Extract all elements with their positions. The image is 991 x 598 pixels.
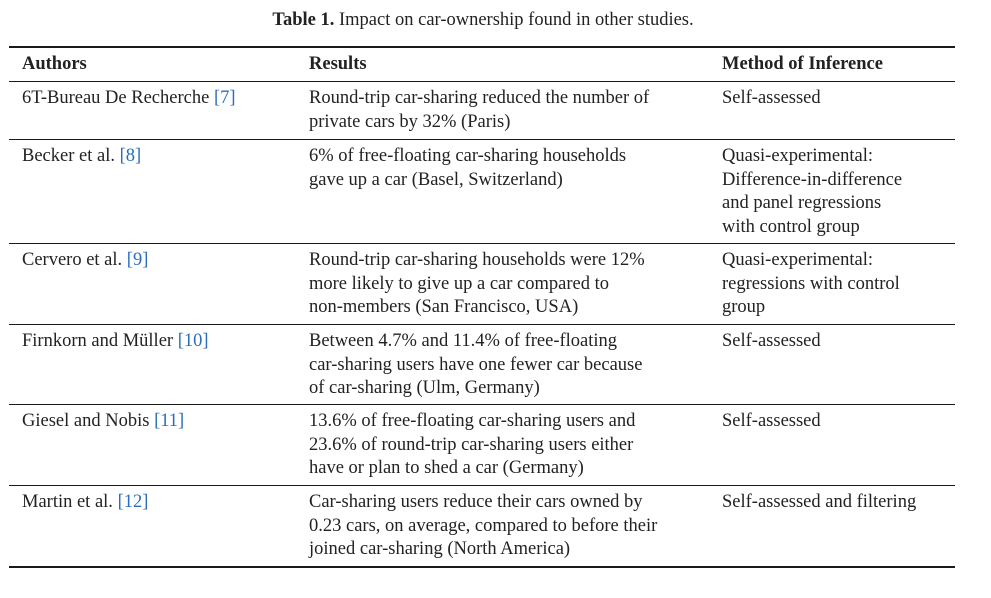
table-row-method-line: Self-assessed [722, 88, 821, 108]
citation-link[interactable]: [9] [126, 250, 149, 270]
column-header-results: Results [309, 54, 367, 74]
table-row-result-line: 23.6% of round-trip car-sharing users ei… [309, 434, 634, 455]
citation-link[interactable]: [7] [213, 88, 236, 108]
table-row-method-line: with control group [722, 216, 860, 237]
row-divider [9, 243, 955, 244]
table-row-result-line: 6% of free-floating car-sharing househol… [309, 146, 627, 166]
author-name: 6T-Bureau De Recherche [22, 88, 210, 108]
row-divider [9, 404, 955, 405]
table-row-method-line: Quasi-experimental: [722, 250, 874, 270]
table-row-result-line: Round-trip car-sharing reduced the numbe… [309, 88, 650, 108]
table-bottom-rule [9, 566, 955, 568]
table-row-result-line: car-sharing users have one fewer car bec… [309, 354, 643, 375]
table-row-result-line: joined car-sharing (North America) [309, 539, 571, 559]
table-row-author: Firnkorn and Müller [10] [22, 330, 209, 354]
table-caption-text: Impact on car-ownership found in other s… [339, 10, 694, 30]
citation-link[interactable]: [10] [177, 331, 209, 351]
table-row-result-line: have or plan to shed a car (Germany) [309, 458, 584, 478]
citation-link[interactable]: [11] [154, 411, 185, 431]
column-header-authors: Authors [22, 54, 87, 74]
row-divider [9, 485, 955, 486]
table-row-author: Becker et al. [8] [22, 145, 141, 169]
table-row-method-line: regressions with control [722, 273, 900, 294]
table-row-result-line: private cars by 32% (Paris) [309, 111, 511, 132]
table-row-result-line: non-members (San Francisco, USA) [309, 297, 579, 317]
table-row-method-line: and panel regressions [722, 193, 882, 213]
citation-link[interactable]: [8] [119, 146, 142, 166]
header-rule [9, 81, 955, 82]
table-row-result-line: Round-trip car-sharing households were 1… [309, 250, 645, 270]
author-name: Becker et al. [22, 146, 115, 166]
table-row-result-line: Between 4.7% and 11.4% of free-floating [309, 331, 618, 351]
table-row-method-line: Self-assessed [722, 331, 821, 351]
author-name: Martin et al. [22, 492, 113, 512]
table-row-result-line: 13.6% of free-floating car-sharing users… [309, 411, 636, 431]
table-row-result-line: 0.23 cars, on average, compared to befor… [309, 515, 658, 536]
table-row-author: Giesel and Nobis [11] [22, 410, 184, 434]
table-row-author: Cervero et al. [9] [22, 249, 148, 273]
author-name: Firnkorn and Müller [22, 331, 174, 351]
table-caption: Table 1. Impact on car-ownership found i… [0, 9, 966, 31]
table-row-method-line: Self-assessed and filtering [722, 492, 917, 512]
author-name: Cervero et al. [22, 250, 123, 270]
table-row-method-line: group [722, 297, 766, 317]
table-row-result-line: gave up a car (Basel, Switzerland) [309, 169, 563, 190]
table-row-method-line: Self-assessed [722, 411, 821, 431]
table-caption-label: Table 1. [272, 10, 335, 30]
column-header-method: Method of Inference [722, 54, 883, 74]
table-row-author: Martin et al. [12] [22, 491, 148, 515]
row-divider [9, 139, 955, 140]
table-row-method-line: Difference-in-difference [722, 169, 903, 190]
table-row-result-line: Car-sharing users reduce their cars owne… [309, 492, 643, 512]
table-top-rule [9, 46, 955, 48]
author-name: Giesel and Nobis [22, 411, 150, 431]
table-row-result-line: more likely to give up a car compared to [309, 273, 610, 294]
citation-link[interactable]: [12] [117, 492, 149, 512]
table-row-result-line: of car-sharing (Ulm, Germany) [309, 378, 540, 398]
table-row-author: 6T-Bureau De Recherche [7] [22, 87, 236, 111]
table-row-method-line: Quasi-experimental: [722, 146, 874, 166]
row-divider [9, 324, 955, 325]
